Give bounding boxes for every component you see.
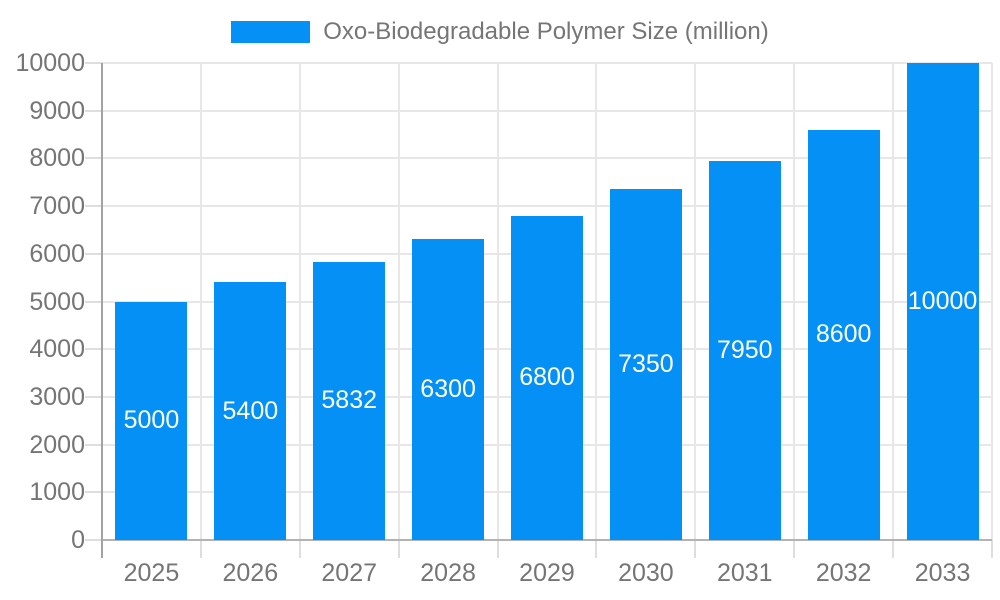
h-gridline [102,205,992,208]
bar[interactable]: 7350 [609,189,682,540]
y-tick-label: 3000 [29,382,85,411]
bar-value-label: 8600 [815,320,872,349]
y-tick [85,252,102,255]
bar[interactable]: 6800 [511,215,583,540]
y-tick [85,300,102,303]
y-tick [85,539,102,541]
h-gridline [102,109,992,112]
x-tick-label: 2032 [815,559,872,587]
x-tick-label: 2029 [519,559,575,587]
y-tick-label: 5000 [29,287,85,316]
v-gridline [694,63,697,540]
x-axis-line [102,539,992,541]
x-tick-label: 2031 [716,559,773,587]
v-gridline [199,63,202,540]
x-tick-label: 2026 [222,559,279,587]
v-gridline [496,63,499,540]
y-tick-label: 10000 [15,49,85,77]
x-tick [199,540,202,558]
y-tick [85,62,102,64]
y-tick [85,443,102,446]
v-gridline [892,63,895,540]
h-gridline [102,157,992,160]
x-tick [694,540,697,558]
bar-value-label: 10000 [907,287,978,315]
y-tick [85,348,102,351]
x-tick [595,540,598,558]
bar[interactable]: 5832 [313,261,386,540]
bar[interactable]: 7950 [708,160,781,540]
x-tick [991,540,993,558]
v-gridline [793,63,796,540]
v-gridline [991,63,993,540]
bar-value-label: 5832 [321,386,378,415]
x-tick-label: 2027 [321,559,378,587]
bar[interactable]: 5000 [115,301,188,540]
y-tick-label: 2000 [29,430,85,459]
bar[interactable]: 6300 [412,239,485,540]
bar-value-label: 7350 [618,350,674,379]
legend-swatch [231,21,311,43]
y-tick [85,157,102,160]
y-tick [85,205,102,208]
x-tick-label: 2028 [420,559,476,587]
y-tick-label: 9000 [29,96,85,125]
x-tick [298,540,301,558]
bar-value-label: 5000 [123,406,180,435]
y-tick-label: 8000 [29,144,85,173]
x-tick-label: 2033 [914,559,971,587]
bar-value-label: 6300 [420,375,476,404]
legend-label: Oxo-Biodegradable Polymer Size (million) [323,18,769,45]
h-gridline [102,62,992,64]
y-axis-line [101,63,103,558]
x-tick [496,540,499,558]
y-tick [85,109,102,112]
bar-value-label: 6800 [519,363,575,392]
bar-value-label: 5400 [222,396,279,425]
y-tick [85,491,102,494]
bar[interactable]: 5400 [214,282,287,540]
v-gridline [298,63,301,540]
x-tick-label: 2030 [618,559,674,587]
x-tick [793,540,796,558]
y-tick-label: 4000 [29,335,85,364]
bar[interactable]: 8600 [807,129,880,540]
x-tick-label: 2025 [123,559,180,587]
bar[interactable]: 10000 [906,63,979,540]
v-gridline [397,63,400,540]
x-tick [892,540,895,558]
y-tick-label: 7000 [29,192,85,221]
y-tick-label: 1000 [29,478,85,507]
x-tick [397,540,400,558]
y-tick-label: 6000 [29,239,85,268]
chart-legend: Oxo-Biodegradable Polymer Size (million) [0,18,1000,46]
y-tick-label: 0 [71,526,85,554]
y-tick [85,395,102,398]
bar-value-label: 7950 [716,335,773,364]
v-gridline [595,63,598,540]
